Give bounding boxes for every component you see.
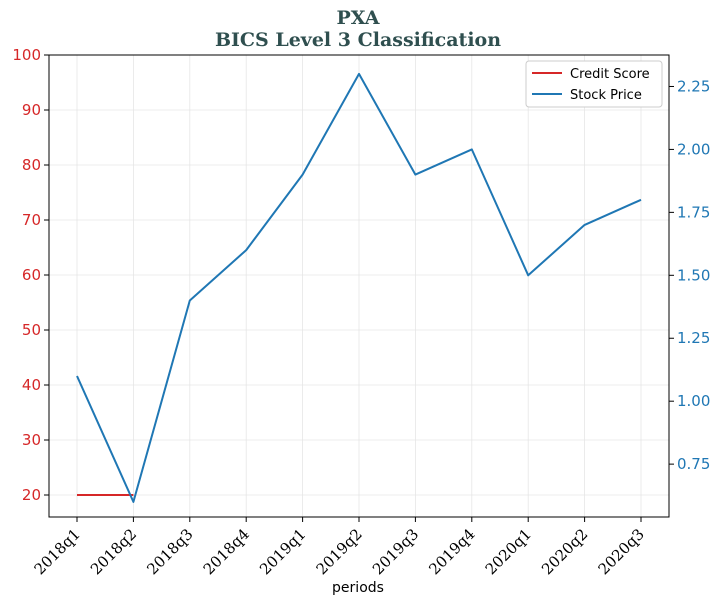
chart-title: PXA	[336, 7, 379, 29]
x-tick-label-2020q2: 2020q2	[538, 525, 591, 578]
right-tick-label-1: 1.00	[677, 392, 710, 410]
x-tick-label-2018q3: 2018q3	[143, 525, 196, 578]
left-tick-label-90: 90	[22, 101, 41, 119]
legend: Credit Score Stock Price	[525, 60, 663, 108]
x-tick-label-2020q3: 2020q3	[595, 525, 648, 578]
left-tick-label-100: 100	[12, 46, 41, 64]
left-tick-label-70: 70	[22, 211, 41, 229]
right-tick-label-0: 0.75	[677, 455, 710, 473]
x-axis-label: periods	[332, 580, 384, 596]
right-tick-label-4: 1.75	[677, 203, 710, 221]
left-tick-label-30: 30	[22, 431, 41, 449]
series-lines	[76, 72, 642, 503]
chart-subtitle: BICS Level 3 Classification	[215, 29, 501, 51]
x-tick-label-2020q1: 2020q1	[482, 525, 535, 578]
legend-label-credit-score: Credit Score	[570, 67, 650, 82]
x-tick-label-2019q3: 2019q3	[369, 525, 422, 578]
x-tick-label-2018q1: 2018q1	[31, 525, 84, 578]
grid	[49, 54, 669, 517]
x-tick-label-2019q1: 2019q1	[256, 525, 309, 578]
left-tick-label-40: 40	[22, 376, 41, 394]
x-tick-label-2018q2: 2018q2	[87, 525, 140, 578]
legend-label-stock-price: Stock Price	[570, 88, 642, 103]
right-tick-label-2: 1.25	[677, 329, 710, 347]
right-tick-label-3: 1.50	[677, 266, 710, 284]
left-tick-label-50: 50	[22, 321, 41, 339]
left-tick-label-60: 60	[22, 266, 41, 284]
left-tick-label-20: 20	[22, 486, 41, 504]
left-tick-label-80: 80	[22, 156, 41, 174]
x-tick-label-2019q2: 2019q2	[313, 525, 366, 578]
x-tick-label-2018q4: 2018q4	[200, 525, 253, 578]
x-tick-label-2019q4: 2019q4	[425, 525, 478, 578]
right-tick-label-5: 2.00	[677, 140, 710, 158]
series-line-stock-price	[76, 72, 642, 503]
right-tick-label-6: 2.25	[677, 77, 710, 95]
axes: 20 30 40 50 60 70 80 90 100 0.75 1.00 1.25 1.50 1.75 2…	[12, 46, 710, 578]
